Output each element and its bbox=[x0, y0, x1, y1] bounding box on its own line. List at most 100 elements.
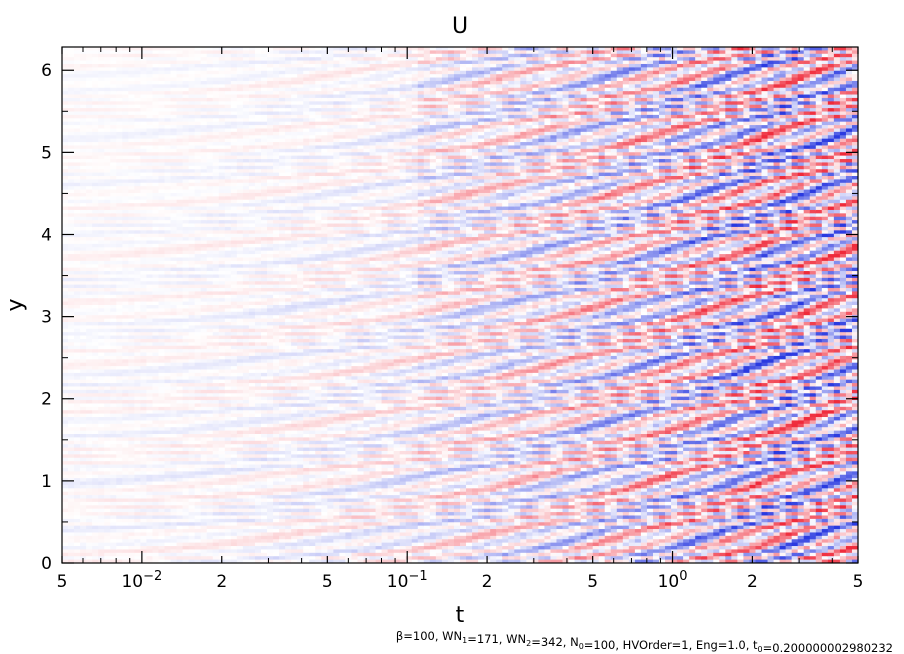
heatmap-cell bbox=[152, 91, 160, 96]
heatmap-cell bbox=[80, 257, 87, 262]
heatmap-cell bbox=[158, 305, 166, 310]
heatmap-cell bbox=[122, 352, 130, 357]
heatmap-cell bbox=[62, 199, 69, 204]
heatmap-cell bbox=[152, 240, 160, 245]
heatmap-cell bbox=[164, 152, 172, 157]
heatmap-cell bbox=[176, 237, 184, 242]
heatmap-cell bbox=[122, 216, 130, 221]
heatmap-cell bbox=[176, 427, 184, 432]
heatmap-cell bbox=[92, 159, 99, 164]
heatmap-cell bbox=[128, 559, 136, 563]
heatmap-cell bbox=[80, 271, 87, 276]
heatmap-cell bbox=[140, 264, 148, 269]
heatmap-cell bbox=[80, 321, 87, 327]
heatmap-cell bbox=[116, 264, 123, 269]
heatmap-cell bbox=[134, 57, 142, 62]
heatmap-cell bbox=[104, 467, 111, 473]
heatmap-cell bbox=[134, 379, 142, 384]
heatmap-cell bbox=[86, 277, 93, 282]
heatmap-cell bbox=[134, 260, 142, 265]
heatmap-cell bbox=[74, 406, 81, 411]
heatmap-cell bbox=[176, 321, 184, 327]
heatmap-cell bbox=[188, 260, 196, 265]
heatmap-cell bbox=[218, 128, 226, 133]
heatmap-cell bbox=[128, 478, 136, 483]
heatmap-cell bbox=[92, 457, 99, 462]
heatmap-cell bbox=[158, 108, 166, 113]
heatmap-cell bbox=[206, 311, 214, 316]
heatmap-cell bbox=[212, 410, 220, 415]
heatmap-cell bbox=[62, 250, 69, 255]
heatmap-cell bbox=[128, 176, 136, 181]
heatmap-cell bbox=[80, 254, 87, 259]
heatmap-cell bbox=[146, 546, 154, 551]
heatmap-cell bbox=[176, 481, 184, 486]
heatmap-cell bbox=[80, 274, 87, 279]
heatmap-cell bbox=[116, 484, 123, 490]
heatmap-cell bbox=[152, 226, 160, 232]
heatmap-cell bbox=[68, 447, 75, 452]
heatmap-cell bbox=[68, 196, 75, 201]
heatmap-cell bbox=[80, 60, 87, 65]
heatmap-cell bbox=[104, 413, 111, 418]
heatmap-cell bbox=[86, 454, 93, 459]
heatmap-cell bbox=[104, 529, 111, 534]
heatmap-cell bbox=[116, 199, 123, 204]
heatmap-cell bbox=[188, 264, 196, 269]
heatmap-cell bbox=[62, 556, 69, 561]
heatmap-cell bbox=[92, 325, 99, 330]
heatmap-cell bbox=[80, 332, 87, 337]
heatmap-cell bbox=[140, 260, 148, 265]
heatmap-cell bbox=[104, 396, 111, 401]
heatmap-cell bbox=[92, 305, 99, 310]
heatmap-cell bbox=[104, 220, 111, 225]
heatmap-cell bbox=[188, 230, 196, 235]
heatmap-cell bbox=[80, 403, 87, 408]
heatmap-cell bbox=[62, 97, 69, 103]
heatmap-cell bbox=[212, 403, 220, 408]
heatmap-cell bbox=[194, 386, 202, 391]
heatmap-cell bbox=[122, 325, 130, 330]
heatmap-cell bbox=[128, 454, 136, 459]
heatmap-cell bbox=[74, 233, 81, 238]
heatmap-cell bbox=[146, 325, 154, 330]
heatmap-cell bbox=[68, 271, 75, 276]
heatmap-cell bbox=[146, 389, 154, 394]
heatmap-cell bbox=[116, 423, 123, 428]
heatmap-cell bbox=[176, 165, 184, 170]
heatmap-cell bbox=[104, 440, 111, 445]
heatmap-cell bbox=[146, 243, 154, 248]
heatmap-cell bbox=[92, 97, 99, 103]
heatmap-cell bbox=[164, 403, 172, 408]
heatmap-cell bbox=[62, 359, 69, 364]
heatmap-cell bbox=[164, 457, 172, 462]
heatmap-cell bbox=[164, 461, 172, 466]
heatmap-cell bbox=[86, 50, 93, 55]
heatmap-cell bbox=[158, 165, 166, 170]
heatmap-cell bbox=[146, 508, 154, 513]
heatmap-cell bbox=[122, 301, 130, 306]
heatmap-cell bbox=[194, 369, 202, 374]
heatmap-cell bbox=[98, 393, 105, 398]
heatmap-cell bbox=[122, 209, 130, 215]
heatmap-cell bbox=[104, 484, 111, 490]
heatmap-cell bbox=[200, 148, 208, 153]
heatmap-cell bbox=[176, 254, 184, 259]
heatmap-cell bbox=[122, 328, 130, 333]
heatmap-cell bbox=[224, 315, 232, 320]
heatmap-cell bbox=[218, 226, 226, 232]
heatmap-cell bbox=[104, 277, 111, 282]
heatmap-cell bbox=[206, 186, 214, 191]
heatmap-cell bbox=[98, 400, 105, 405]
heatmap-cell bbox=[170, 430, 178, 435]
heatmap-cell bbox=[62, 125, 69, 130]
heatmap-cell bbox=[128, 63, 136, 69]
heatmap-cell bbox=[182, 335, 190, 340]
heatmap-cell bbox=[98, 508, 105, 513]
heatmap-cell bbox=[98, 481, 105, 486]
heatmap-cell bbox=[92, 403, 99, 408]
heatmap-cell bbox=[62, 213, 69, 218]
heatmap-cell bbox=[116, 138, 123, 143]
heatmap-cell bbox=[176, 369, 184, 374]
heatmap-cell bbox=[140, 532, 148, 537]
